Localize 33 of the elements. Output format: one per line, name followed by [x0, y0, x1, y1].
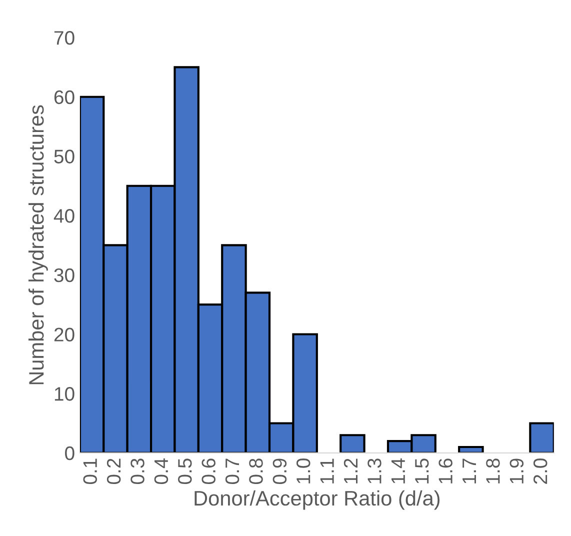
x-tick-label: 1.7: [462, 458, 476, 484]
y-tick-label: 70: [54, 30, 74, 45]
x-tick-label: 1.4: [391, 458, 405, 484]
bar: [340, 434, 366, 453]
y-axis-title: Number of hydrated structures: [28, 105, 48, 384]
x-tick-label: 0.9: [272, 458, 287, 484]
x-tick-label: 1.8: [486, 458, 500, 484]
x-tick-label: 0.3: [130, 458, 144, 484]
x-tick-label: 2.0: [533, 458, 548, 484]
bar: [458, 446, 484, 453]
x-tick-label: 0.8: [249, 458, 263, 484]
x-tick-label: 0.5: [178, 458, 192, 484]
x-tick-label: 1.2: [344, 458, 358, 484]
x-tick-label: 0.6: [202, 458, 216, 484]
y-tick-label: 50: [54, 150, 74, 164]
x-tick-label: 1.3: [368, 458, 382, 484]
x-tick-label: 0.7: [225, 458, 240, 484]
x-axis-title: Donor/Acceptor Ratio (d/a): [194, 490, 440, 510]
y-tick-label: 0: [65, 446, 74, 460]
x-tick-label: 0.1: [83, 458, 98, 484]
y-tick-label: 10: [54, 387, 74, 401]
x-tick-label: 1.6: [438, 458, 452, 484]
x-tick-label: 0.2: [106, 458, 121, 484]
x-tick-label: 1.0: [296, 458, 310, 484]
y-tick-label: 60: [54, 90, 74, 104]
y-tick-label: 20: [54, 328, 74, 342]
y-tick-label: 40: [54, 209, 74, 223]
x-tick-label: 1.5: [415, 458, 429, 484]
x-tick-label: 1.1: [320, 458, 334, 484]
y-tick-label: 30: [54, 268, 74, 282]
bar: [529, 422, 554, 453]
x-tick-label: 0.4: [154, 458, 168, 484]
x-tick-label: 1.9: [510, 458, 524, 484]
